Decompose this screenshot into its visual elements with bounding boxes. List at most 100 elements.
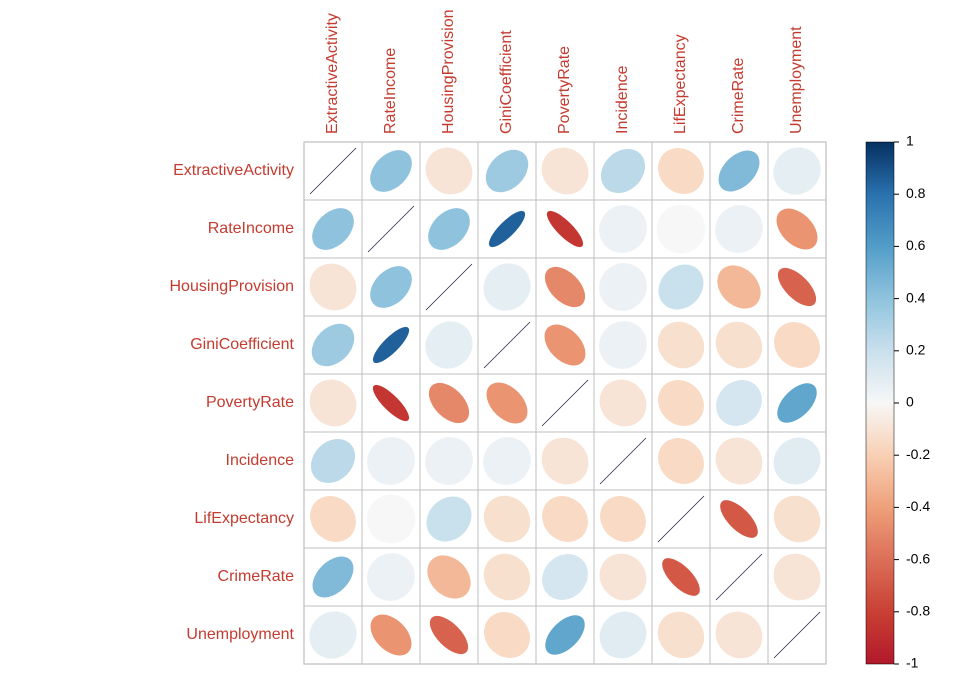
corr-cell — [532, 138, 598, 204]
corr-cell — [589, 253, 657, 321]
colorbar-tick-label: -0.6 — [906, 550, 930, 566]
row-label: ExtractiveActivity — [173, 162, 294, 179]
colorbar-tick-label: 0.6 — [906, 237, 926, 253]
colorbar-tick-label: 1 — [906, 133, 914, 149]
corr-cell — [357, 427, 425, 495]
corr-cell — [649, 255, 712, 318]
corr-cell — [533, 545, 598, 610]
corr-cell — [705, 195, 773, 263]
corr-cell — [536, 258, 594, 316]
corr-cell — [300, 254, 366, 320]
corr-cell — [649, 429, 714, 494]
corr-cell — [768, 200, 826, 258]
corr-cell — [706, 428, 772, 494]
corr-cell — [478, 374, 536, 432]
corr-cell — [474, 486, 540, 552]
corr-cell — [300, 370, 366, 436]
colorbar-tick-label: -0.2 — [906, 446, 930, 462]
correlogram-svg: ExtractiveActivity RateIncome HousingProvi… — [0, 0, 974, 689]
corr-cell — [652, 548, 710, 606]
correlogram-container: ExtractiveActivity RateIncome HousingProvi… — [0, 0, 974, 689]
corr-cell — [304, 200, 362, 258]
corr-cell — [478, 200, 536, 258]
corr-cell — [416, 138, 482, 204]
col-label: HousingProvision — [440, 9, 457, 134]
corr-cell — [765, 313, 830, 378]
colorbar-tick-label: 0.4 — [906, 289, 926, 305]
corr-cell — [768, 258, 826, 316]
col-label: LifExpectancy — [672, 34, 689, 134]
row-label: RateIncome — [208, 220, 294, 237]
corr-cell — [533, 487, 598, 552]
corr-cell — [647, 195, 716, 264]
colorbar-tick-label: -0.8 — [906, 603, 930, 619]
corr-cell — [474, 544, 540, 610]
corr-cell — [303, 315, 362, 374]
corr-cell — [304, 142, 362, 200]
corr-cell — [536, 200, 594, 258]
corr-cell — [304, 548, 362, 606]
corr-cell — [536, 606, 594, 664]
corr-cell — [420, 258, 478, 316]
colorbar-tick-label: -0.4 — [906, 498, 930, 514]
col-label: Incidence — [614, 65, 631, 134]
corr-cell — [590, 544, 656, 610]
colorbar-tick-label: -1 — [906, 655, 919, 671]
corr-cell — [362, 606, 420, 664]
col-label: RateIncome — [382, 48, 399, 134]
corr-cell — [532, 428, 598, 494]
corr-cell — [590, 602, 656, 668]
col-label: GiniCoefficient — [498, 30, 515, 134]
row-label: Incidence — [226, 452, 295, 469]
corr-cell — [415, 427, 483, 495]
corr-cell — [475, 603, 540, 668]
corr-cell — [300, 602, 367, 669]
corr-cell — [764, 486, 830, 552]
corr-cell — [652, 490, 710, 548]
corr-cell — [420, 606, 478, 664]
corr-cell — [706, 312, 772, 378]
colorbar-tick-label: 0.8 — [906, 185, 926, 201]
corr-cell — [594, 432, 652, 490]
col-label: PovertyRate — [556, 46, 573, 134]
corr-cell — [419, 547, 480, 608]
corr-cell — [768, 606, 826, 664]
corr-cell — [362, 142, 420, 200]
corr-cell — [710, 142, 768, 200]
corr-cell — [649, 371, 714, 436]
colorbar-tick-label: 0.2 — [906, 342, 926, 358]
corr-cell — [362, 316, 420, 374]
corr-cell — [357, 485, 426, 554]
corr-cell — [764, 544, 830, 610]
col-label: ExtractiveActivity — [324, 13, 341, 134]
row-label: LifExpectancy — [194, 510, 294, 527]
corr-cell — [420, 200, 478, 258]
corr-cell — [648, 602, 714, 668]
corr-cell — [362, 258, 420, 316]
corr-cell — [589, 195, 657, 263]
corr-cell — [536, 374, 594, 432]
corr-cell — [648, 312, 714, 378]
row-label: HousingProvision — [169, 278, 294, 295]
corr-cell — [474, 254, 541, 321]
corr-cell — [710, 548, 768, 606]
corr-cell — [302, 430, 364, 492]
corr-cell — [362, 200, 420, 258]
corr-cell — [417, 487, 480, 550]
row-label: Unemployment — [186, 626, 294, 643]
corr-cell — [420, 374, 478, 432]
corr-cell — [709, 257, 770, 318]
corr-cell — [591, 487, 656, 552]
corr-cell — [473, 427, 541, 495]
corr-cell — [649, 139, 714, 204]
row-label: PovertyRate — [206, 394, 294, 411]
corr-cell — [764, 428, 830, 494]
corr-cell — [768, 374, 826, 432]
correlation-grid — [300, 138, 831, 669]
corr-cell — [416, 312, 483, 379]
corr-cell — [357, 543, 425, 611]
corr-cell — [589, 311, 657, 379]
corr-cell — [707, 371, 772, 436]
col-label: CrimeRate — [730, 57, 747, 134]
row-label: GiniCoefficient — [190, 336, 294, 353]
